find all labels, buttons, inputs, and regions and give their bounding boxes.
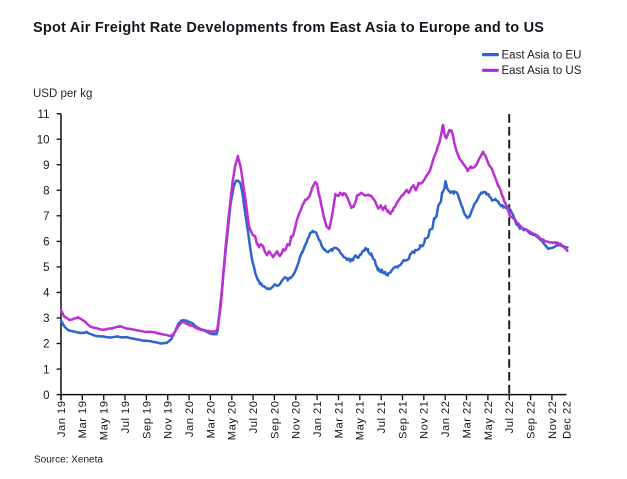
- svg-text:Jul 22: Jul 22: [504, 401, 516, 434]
- svg-text:8: 8: [43, 186, 49, 198]
- svg-text:Sep 21: Sep 21: [397, 401, 409, 439]
- svg-text:Jul 19: Jul 19: [120, 401, 132, 434]
- svg-text:May 22: May 22: [483, 401, 495, 441]
- svg-text:Jul 21: Jul 21: [376, 401, 388, 434]
- svg-text:Nov 19: Nov 19: [163, 401, 175, 439]
- svg-text:0: 0: [43, 390, 49, 402]
- svg-text:Source: Xeneta: Source: Xeneta: [34, 455, 103, 466]
- svg-text:Jan 19: Jan 19: [56, 401, 68, 438]
- svg-text:10: 10: [37, 134, 50, 146]
- svg-text:1: 1: [43, 364, 49, 376]
- svg-text:Sep 19: Sep 19: [141, 401, 153, 439]
- svg-text:7: 7: [43, 211, 49, 223]
- svg-text:Mar 21: Mar 21: [333, 401, 345, 439]
- svg-text:Mar 20: Mar 20: [205, 401, 217, 439]
- svg-text:Sep 22: Sep 22: [526, 401, 538, 439]
- svg-text:East Asia to US: East Asia to US: [502, 65, 582, 77]
- svg-text:Mar 22: Mar 22: [461, 401, 473, 439]
- svg-text:9: 9: [43, 160, 49, 172]
- svg-text:6: 6: [43, 237, 49, 249]
- svg-text:Jan 21: Jan 21: [312, 401, 324, 438]
- svg-text:Jan 22: Jan 22: [440, 401, 452, 438]
- svg-text:USD per kg: USD per kg: [33, 88, 92, 100]
- svg-text:11: 11: [38, 109, 50, 121]
- svg-text:Nov 22: Nov 22: [547, 401, 559, 439]
- svg-text:East Asia to EU: East Asia to EU: [502, 49, 582, 61]
- svg-text:Sep 20: Sep 20: [269, 401, 281, 439]
- svg-text:May 21: May 21: [355, 401, 367, 441]
- svg-text:3: 3: [43, 313, 49, 325]
- svg-text:2: 2: [43, 339, 49, 351]
- svg-text:Mar 19: Mar 19: [77, 401, 89, 439]
- svg-text:May 19: May 19: [99, 401, 111, 441]
- svg-text:Jan 20: Jan 20: [184, 401, 196, 438]
- svg-text:Nov 21: Nov 21: [419, 401, 431, 439]
- svg-text:4: 4: [43, 288, 50, 300]
- svg-text:May 20: May 20: [227, 401, 239, 441]
- svg-text:5: 5: [43, 262, 49, 274]
- svg-text:Nov 20: Nov 20: [291, 401, 303, 439]
- svg-text:Dec 22: Dec 22: [561, 401, 573, 439]
- svg-text:Jul 20: Jul 20: [248, 401, 260, 434]
- svg-text:Spot Air Freight Rate Developm: Spot Air Freight Rate Developments from …: [33, 20, 544, 36]
